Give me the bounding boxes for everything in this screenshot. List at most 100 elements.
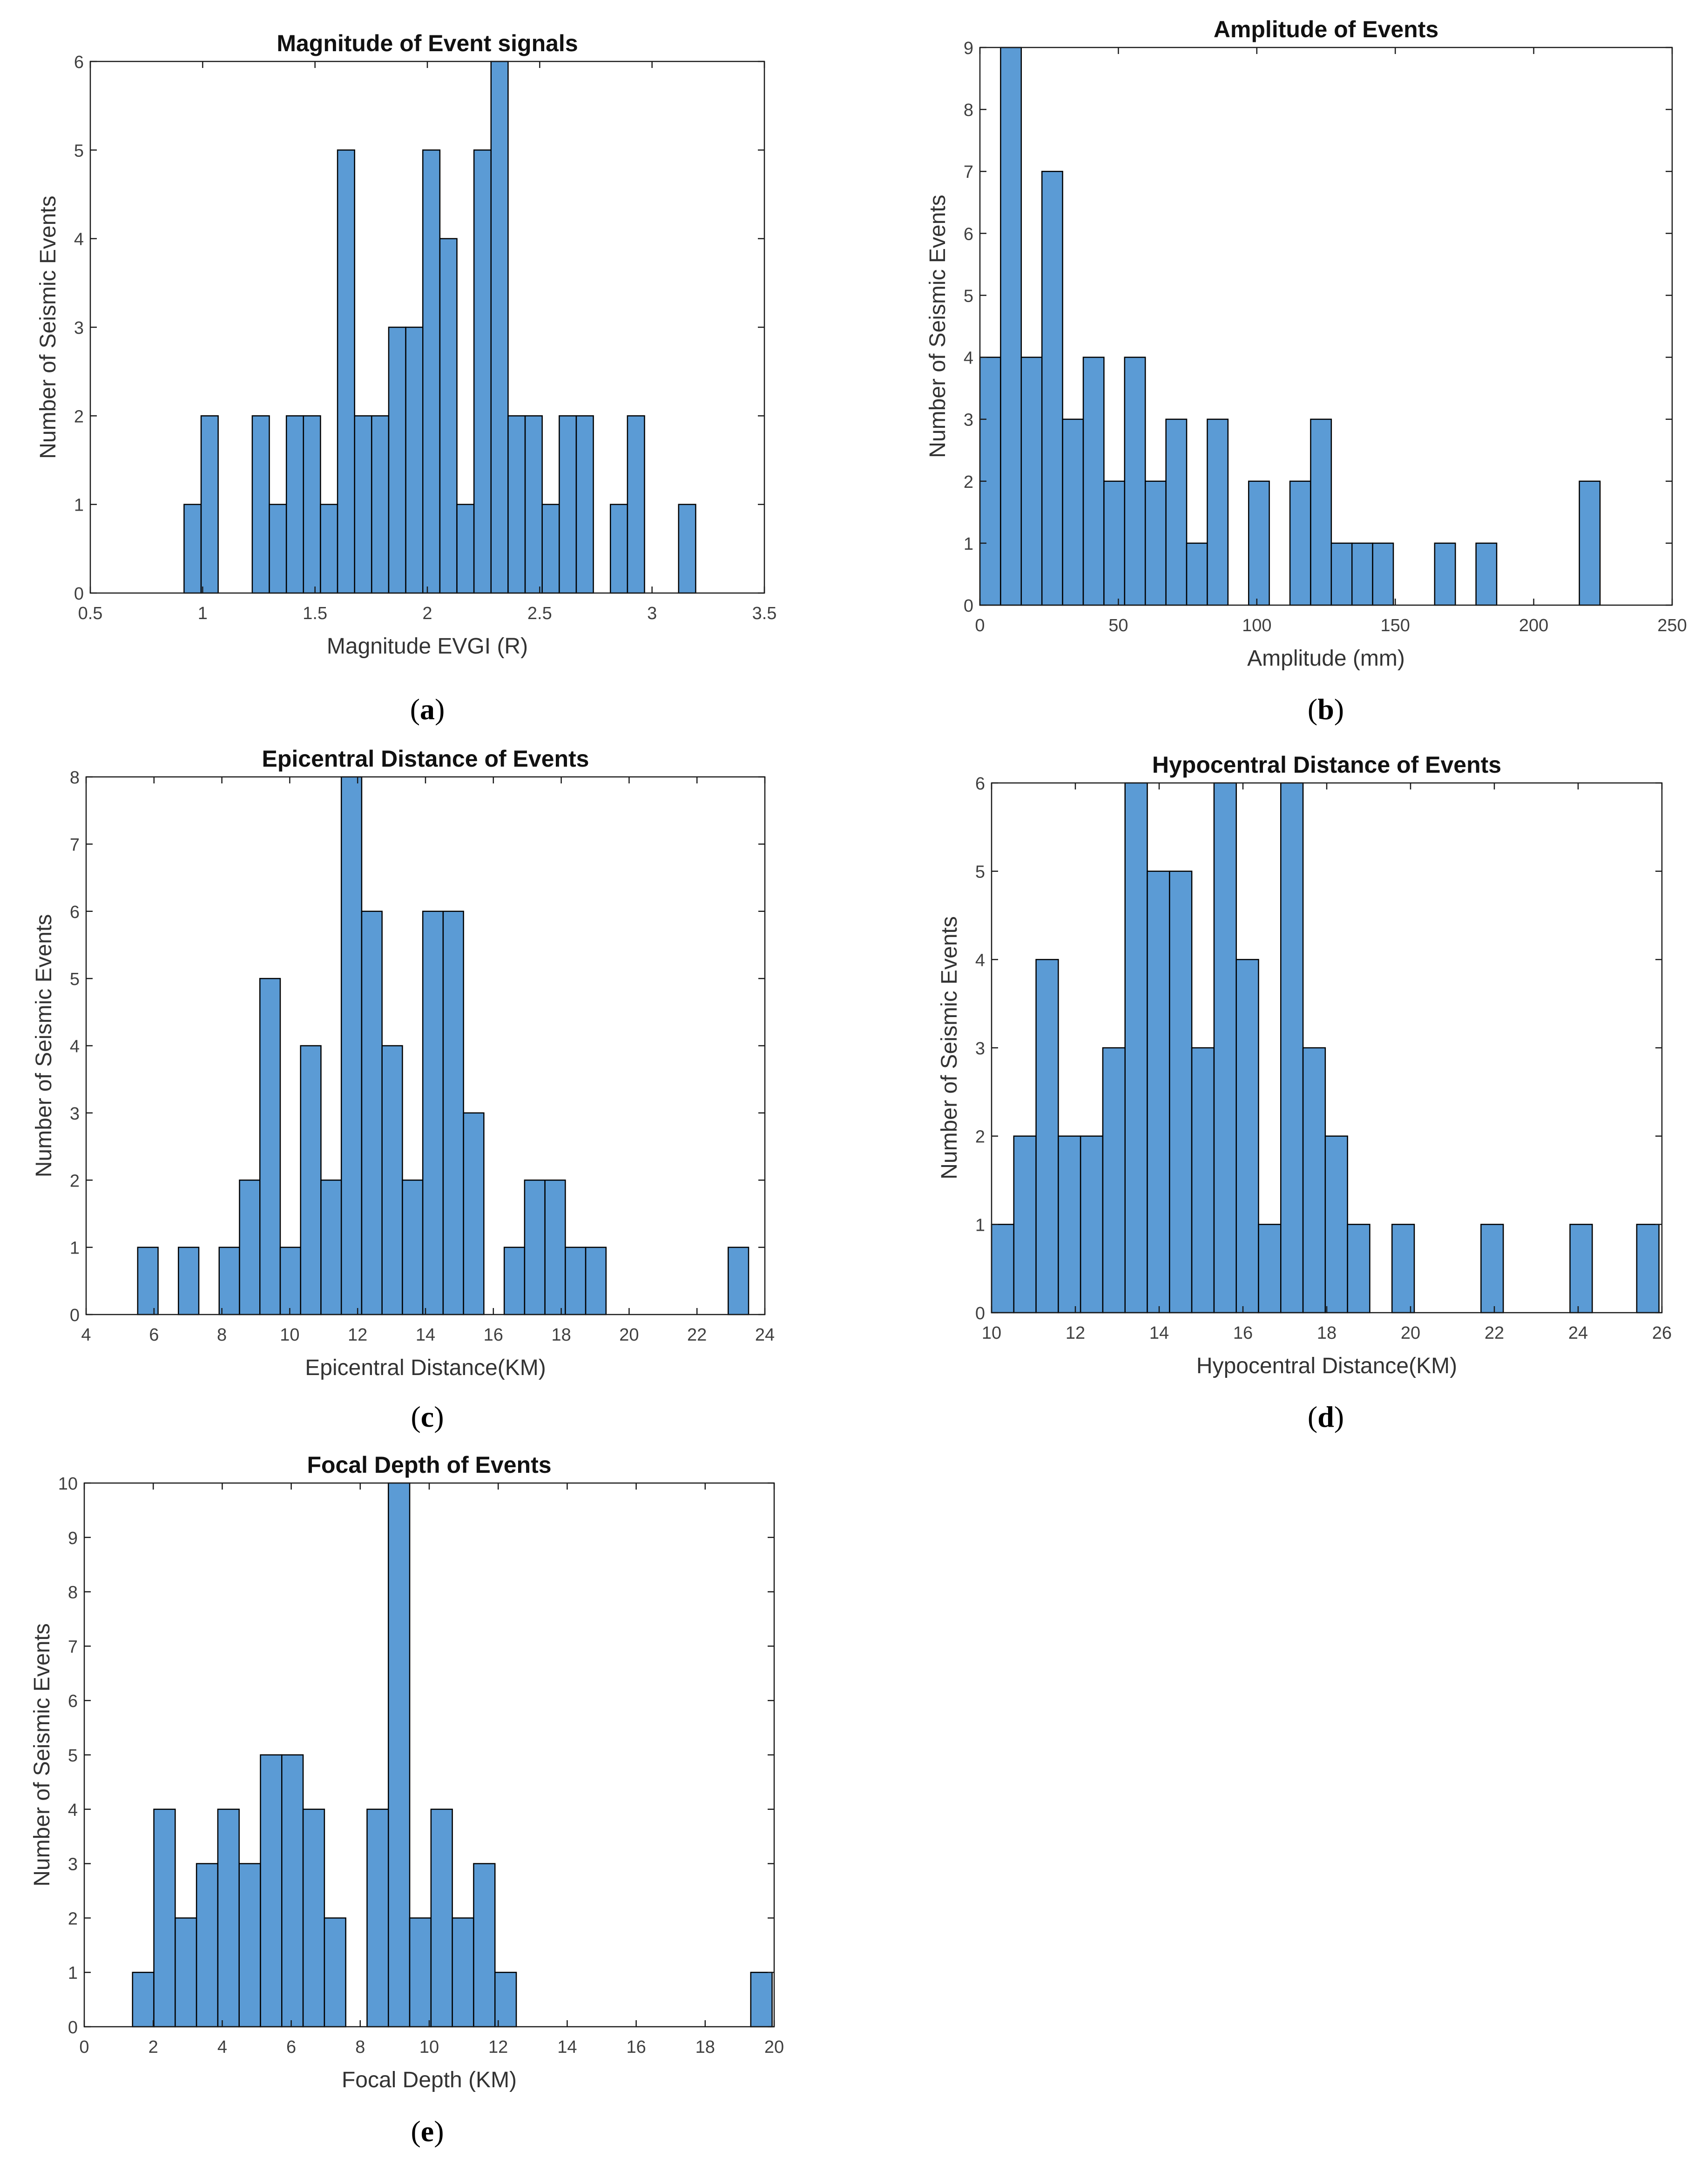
x-tick-label: 16 xyxy=(1233,1323,1253,1343)
histogram-bar xyxy=(1330,542,1353,606)
x-tick-label: 18 xyxy=(1317,1323,1337,1343)
x-axis-label: Epicentral Distance(KM) xyxy=(305,1355,546,1380)
y-tick-label: 3 xyxy=(74,318,84,338)
y-tick-label: 9 xyxy=(964,39,973,58)
x-tick-label: 18 xyxy=(551,1325,571,1345)
histogram-bar xyxy=(302,1808,325,2028)
y-tick-label: 1 xyxy=(964,534,973,554)
histogram-bar xyxy=(1147,870,1170,1314)
histogram-bar xyxy=(1041,170,1063,606)
histogram-bar xyxy=(1289,480,1311,606)
y-tick-label: 3 xyxy=(964,411,973,430)
histogram-bar xyxy=(239,1180,261,1315)
x-axis-label: Amplitude (mm) xyxy=(1247,646,1405,671)
histogram-bar xyxy=(259,978,281,1315)
y-tick-label: 0 xyxy=(68,2018,78,2037)
histogram-bar xyxy=(218,1247,240,1315)
x-tick-label: 4 xyxy=(81,1325,91,1345)
y-tick-label: 6 xyxy=(975,774,985,794)
histogram-bar xyxy=(1186,542,1208,606)
y-tick-label: 5 xyxy=(74,141,84,161)
y-tick-label: 4 xyxy=(964,349,973,368)
x-tick-label: 1 xyxy=(198,604,208,623)
y-tick-label: 1 xyxy=(975,1215,985,1235)
y-tick-label: 2 xyxy=(70,1171,80,1191)
histogram-bar xyxy=(285,415,304,594)
y-tick-label: 6 xyxy=(68,1692,78,1711)
x-tick-label: 14 xyxy=(557,2037,577,2057)
x-tick-label: 0.5 xyxy=(78,604,103,623)
histogram-bar xyxy=(1569,1224,1593,1314)
histogram-bar xyxy=(1258,1224,1282,1314)
y-tick-label: 0 xyxy=(964,596,973,616)
chart-title: Hypocentral Distance of Events xyxy=(1152,752,1501,778)
histogram-bar xyxy=(627,415,645,594)
histogram-bar xyxy=(1207,418,1229,606)
histogram-bar xyxy=(269,504,287,594)
histogram-bar xyxy=(1480,1224,1504,1314)
panel-caption-letter: e xyxy=(421,2115,434,2148)
histogram-bar xyxy=(1347,1224,1370,1314)
histogram-bar xyxy=(1169,870,1193,1314)
x-tick-label: 8 xyxy=(217,1325,227,1345)
panel-caption: (b) xyxy=(1308,693,1344,726)
histogram-bar xyxy=(1280,782,1304,1314)
histogram-bar xyxy=(196,1863,219,2028)
x-tick-label: 150 xyxy=(1380,616,1410,635)
histogram-bar xyxy=(153,1808,176,2028)
histogram-bar xyxy=(388,326,406,594)
histogram-bar xyxy=(320,504,338,594)
y-axis-label: Number of Seismic Events xyxy=(32,914,56,1178)
x-tick-label: 2.5 xyxy=(527,604,552,623)
x-tick-label: 12 xyxy=(348,1325,367,1345)
histogram-bar xyxy=(409,1917,432,2028)
x-tick-label: 2 xyxy=(149,2037,158,2057)
histogram-bar xyxy=(1062,418,1084,606)
histogram-bar xyxy=(217,1808,240,2028)
chart-title: Amplitude of Events xyxy=(1214,16,1438,42)
y-tick-label: 0 xyxy=(74,584,84,604)
histogram-bar xyxy=(388,1482,411,2028)
x-tick-label: 20 xyxy=(1401,1323,1420,1343)
histogram-bar xyxy=(279,1247,301,1315)
x-tick-label: 14 xyxy=(1149,1323,1169,1343)
panel-caption: (a) xyxy=(410,693,445,726)
y-tick-label: 2 xyxy=(74,407,84,426)
y-tick-label: 6 xyxy=(964,224,973,244)
x-tick-label: 26 xyxy=(1652,1323,1672,1343)
x-tick-label: 22 xyxy=(687,1325,707,1345)
y-tick-label: 2 xyxy=(975,1127,985,1147)
x-axis-label: Focal Depth (KM) xyxy=(342,2068,517,2092)
histogram-bar xyxy=(524,415,543,594)
histogram-bar xyxy=(300,1045,322,1315)
x-tick-label: 4 xyxy=(217,2037,227,2057)
histogram-bar xyxy=(371,415,390,594)
x-tick-label: 18 xyxy=(695,2037,715,2057)
y-tick-label: 1 xyxy=(74,496,84,515)
histogram-bar xyxy=(340,776,363,1315)
x-tick-label: 12 xyxy=(1066,1323,1085,1343)
panel-caption-letter: d xyxy=(1317,1400,1334,1433)
panel-caption: (e) xyxy=(411,2115,444,2148)
x-tick-label: 1.5 xyxy=(303,604,327,623)
histogram-bar xyxy=(609,504,628,594)
histogram-bar xyxy=(565,1247,587,1315)
y-tick-label: 1 xyxy=(68,1963,78,1983)
histogram-bar xyxy=(422,910,444,1315)
panel-caption-letter: b xyxy=(1317,693,1334,726)
histogram-bar xyxy=(1165,418,1188,606)
y-tick-label: 2 xyxy=(964,472,973,492)
histogram-bar xyxy=(361,910,383,1315)
y-tick-label: 5 xyxy=(975,863,985,882)
histogram-bar xyxy=(183,504,202,594)
x-tick-label: 20 xyxy=(764,2037,784,2057)
histogram-bar xyxy=(544,1180,566,1315)
x-axis-label: Magnitude EVGI (R) xyxy=(327,634,528,659)
y-tick-label: 5 xyxy=(70,970,80,989)
x-tick-label: 22 xyxy=(1485,1323,1504,1343)
histogram-bar xyxy=(1124,357,1146,606)
y-tick-label: 7 xyxy=(68,1637,78,1657)
chart-panel-a: 0.5 1 1.5 2 2.5 3 3.5 0 1 2 3 4 5 6 Magnitude of Event… xyxy=(36,30,776,726)
histogram-bar xyxy=(1579,480,1601,606)
